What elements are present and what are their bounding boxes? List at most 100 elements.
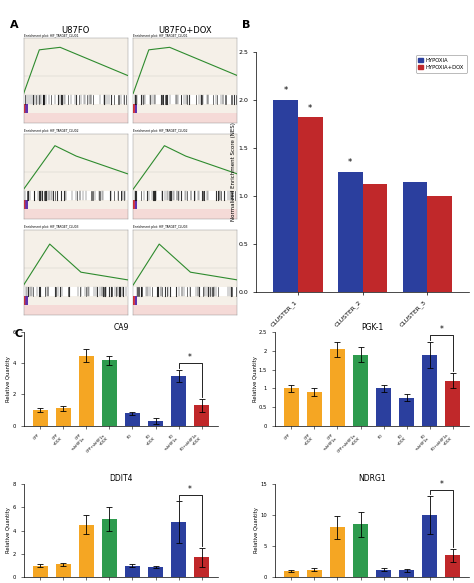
Bar — [133, 304, 237, 315]
Text: Enrichment plot: HIF_TARGET_CLU03: Enrichment plot: HIF_TARGET_CLU03 — [133, 225, 188, 229]
Bar — [25, 104, 27, 113]
Bar — [25, 104, 27, 113]
Bar — [24, 296, 27, 304]
Bar — [25, 200, 27, 209]
Y-axis label: Normalized Enrichment Score (NES): Normalized Enrichment Score (NES) — [231, 122, 236, 222]
Bar — [133, 104, 135, 113]
Bar — [25, 104, 27, 113]
Bar — [133, 104, 136, 113]
Bar — [24, 200, 26, 209]
Bar — [24, 200, 26, 209]
Bar — [25, 296, 27, 304]
Bar — [134, 104, 136, 113]
Bar — [135, 296, 137, 304]
Text: U87FO: U87FO — [62, 26, 90, 35]
Bar — [26, 296, 28, 304]
Bar — [135, 104, 137, 113]
Bar — [135, 296, 137, 304]
Bar — [135, 200, 137, 209]
Bar — [134, 296, 136, 304]
Bar — [135, 104, 137, 113]
Bar — [135, 104, 137, 113]
Bar — [133, 296, 135, 304]
Bar — [26, 200, 27, 209]
Bar — [25, 296, 27, 304]
Bar — [134, 296, 136, 304]
Bar — [134, 200, 136, 209]
Bar — [25, 200, 27, 209]
Bar — [135, 104, 137, 113]
Bar — [25, 200, 27, 209]
Bar — [135, 296, 137, 304]
Text: C: C — [14, 329, 22, 339]
Bar — [25, 200, 27, 209]
Bar — [135, 104, 137, 113]
Bar — [134, 200, 136, 209]
Bar — [135, 200, 137, 209]
Y-axis label: Relative Quantity: Relative Quantity — [6, 508, 11, 553]
Bar — [134, 104, 136, 113]
Bar — [134, 296, 137, 304]
Bar — [399, 570, 414, 577]
Bar — [25, 104, 27, 113]
Bar — [26, 200, 27, 209]
Bar — [135, 200, 137, 209]
Bar — [134, 200, 136, 209]
Bar — [135, 104, 137, 113]
Bar — [24, 200, 26, 209]
Bar — [102, 519, 117, 577]
Bar — [24, 200, 26, 209]
Bar — [135, 200, 137, 209]
Bar — [24, 104, 26, 113]
Bar — [134, 200, 136, 209]
Bar — [135, 200, 137, 209]
Bar — [134, 104, 136, 113]
Bar — [25, 296, 27, 304]
Bar — [135, 200, 137, 209]
Bar — [25, 200, 27, 209]
Bar — [25, 104, 27, 113]
Bar — [25, 104, 27, 113]
Bar — [24, 200, 26, 209]
Bar — [376, 388, 391, 426]
Bar — [24, 104, 26, 113]
Bar — [134, 296, 136, 304]
Bar — [79, 356, 94, 426]
Bar — [26, 104, 27, 113]
Bar — [26, 200, 28, 209]
Bar — [26, 296, 27, 304]
Bar — [25, 104, 27, 113]
Bar — [24, 113, 128, 123]
Title: DDIT4: DDIT4 — [109, 474, 133, 483]
Bar — [135, 104, 137, 113]
Bar — [135, 296, 137, 304]
Bar — [26, 200, 28, 209]
Bar — [134, 104, 136, 113]
Bar — [135, 296, 137, 304]
Bar — [446, 556, 460, 577]
Bar — [26, 296, 27, 304]
Bar — [133, 104, 136, 113]
Bar — [25, 104, 27, 113]
Text: B: B — [242, 20, 250, 30]
Text: *: * — [439, 325, 443, 334]
Bar — [353, 354, 368, 426]
Bar — [135, 104, 137, 113]
Bar — [135, 296, 137, 304]
Bar — [171, 522, 186, 577]
Bar — [135, 200, 137, 209]
Bar — [133, 104, 136, 113]
Bar — [135, 200, 137, 209]
Bar — [134, 200, 136, 209]
Bar — [25, 296, 27, 304]
Bar — [133, 296, 135, 304]
Bar — [24, 200, 26, 209]
Bar — [135, 296, 137, 304]
Bar — [25, 296, 27, 304]
Bar — [125, 566, 140, 577]
Bar — [25, 296, 27, 304]
Bar — [135, 296, 137, 304]
Bar — [134, 200, 136, 209]
Bar — [25, 296, 27, 304]
Bar — [26, 296, 27, 304]
